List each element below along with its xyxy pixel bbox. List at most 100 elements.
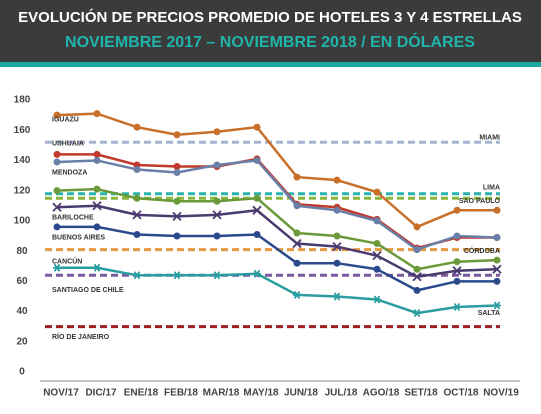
marker: [213, 232, 221, 240]
y-tick-label: 80: [16, 246, 28, 257]
series-label: RÍO DE JANEIRO: [52, 332, 110, 341]
y-tick-label: 40: [16, 306, 28, 317]
chart-title: EVOLUCIÓN DE PRECIOS PROMEDIO DE HOTELES…: [18, 8, 522, 26]
y-tick-label: 140: [14, 155, 31, 166]
marker: [253, 156, 261, 164]
marker: [413, 265, 421, 273]
marker: [133, 166, 141, 174]
x-tick-label: SET/18: [404, 388, 438, 399]
y-tick-label: 100: [14, 216, 31, 227]
marker: [373, 265, 381, 273]
marker: [213, 197, 221, 205]
marker: [253, 194, 261, 202]
marker: [93, 156, 101, 164]
x-tick-label: FEB/18: [164, 388, 198, 399]
marker: [173, 197, 181, 205]
marker: [492, 264, 502, 274]
marker: [452, 266, 462, 276]
series-label: BARILOCHE: [52, 215, 94, 222]
marker: [133, 271, 141, 280]
series-label: BUENOS AIRES: [52, 234, 105, 241]
marker: [173, 131, 181, 139]
marker: [293, 290, 301, 299]
marker: [412, 272, 422, 282]
marker: [453, 258, 461, 266]
marker: [173, 271, 181, 280]
marker: [292, 238, 302, 249]
series-label: IGUAZÚ: [52, 114, 79, 123]
marker: [53, 263, 61, 272]
y-tick-label: 160: [14, 125, 31, 136]
header: [0, 0, 541, 62]
marker: [53, 187, 61, 195]
marker: [293, 259, 301, 267]
marker: [333, 259, 341, 267]
marker: [453, 277, 461, 285]
marker: [493, 234, 501, 242]
series-label: CANCÚN: [52, 257, 82, 266]
marker: [332, 241, 342, 252]
series-line: [57, 266, 498, 315]
x-tick-label: NOV/19: [483, 388, 519, 399]
marker: [293, 202, 301, 210]
marker: [493, 277, 501, 285]
marker: [253, 269, 261, 278]
header-rule: [0, 62, 541, 67]
series-label: SALTA: [478, 310, 500, 317]
marker: [173, 162, 181, 170]
series-label: SANTIAGO DE CHILE: [52, 287, 124, 294]
series-line: [57, 225, 497, 292]
marker: [93, 185, 101, 193]
marker: [253, 123, 261, 131]
series-label: SAO PAULO: [459, 198, 501, 205]
x-tick-label: OCT/18: [443, 388, 478, 399]
marker: [372, 251, 382, 261]
series-label: MENDOZA: [52, 169, 87, 176]
marker: [213, 128, 221, 136]
series-label: CÓRDOBA: [464, 246, 500, 255]
marker: [133, 230, 141, 238]
marker: [53, 158, 61, 166]
marker: [373, 240, 381, 248]
marker: [333, 206, 341, 214]
marker: [333, 292, 341, 301]
marker: [333, 232, 341, 240]
x-tick-label: JUL/18: [325, 388, 358, 399]
marker: [173, 232, 181, 240]
marker: [132, 210, 142, 220]
marker: [53, 223, 61, 231]
marker: [413, 223, 421, 231]
y-tick-label: 180: [14, 95, 31, 106]
y-tick-label: 60: [16, 276, 28, 287]
y-tick-label: 0: [19, 367, 25, 378]
marker: [53, 111, 61, 119]
marker: [293, 229, 301, 237]
marker: [252, 205, 262, 215]
marker: [413, 309, 421, 318]
marker: [92, 201, 102, 211]
marker: [453, 232, 461, 240]
marker: [93, 110, 101, 118]
marker: [493, 301, 501, 310]
x-tick-label: NOV/17: [43, 388, 79, 399]
marker: [93, 263, 101, 272]
marker: [52, 202, 62, 212]
marker: [493, 256, 501, 264]
marker: [93, 150, 101, 158]
series-label: MIAMI: [479, 135, 500, 142]
marker: [133, 123, 141, 131]
series-line: [56, 112, 497, 229]
marker: [413, 286, 421, 294]
marker: [173, 169, 181, 177]
marker: [53, 150, 61, 158]
x-tick-label: MAR/18: [203, 388, 240, 399]
x-tick-label: MAY/18: [243, 388, 279, 399]
x-tick-label: AGO/18: [363, 388, 400, 399]
marker: [172, 211, 182, 221]
series-label: LIMA: [483, 184, 500, 191]
series-line: [56, 187, 498, 271]
x-tick-label: DIC/17: [85, 388, 117, 399]
marker: [373, 217, 381, 225]
marker: [413, 246, 421, 254]
